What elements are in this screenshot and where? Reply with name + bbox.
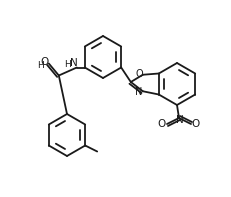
Text: N: N (70, 58, 78, 68)
Text: O: O (158, 119, 166, 129)
Text: N: N (135, 87, 143, 97)
Text: H: H (64, 60, 71, 69)
Text: O: O (135, 69, 143, 79)
Text: O: O (41, 57, 49, 67)
Text: O: O (192, 119, 200, 129)
Text: N: N (176, 115, 184, 125)
Text: H: H (37, 61, 44, 70)
